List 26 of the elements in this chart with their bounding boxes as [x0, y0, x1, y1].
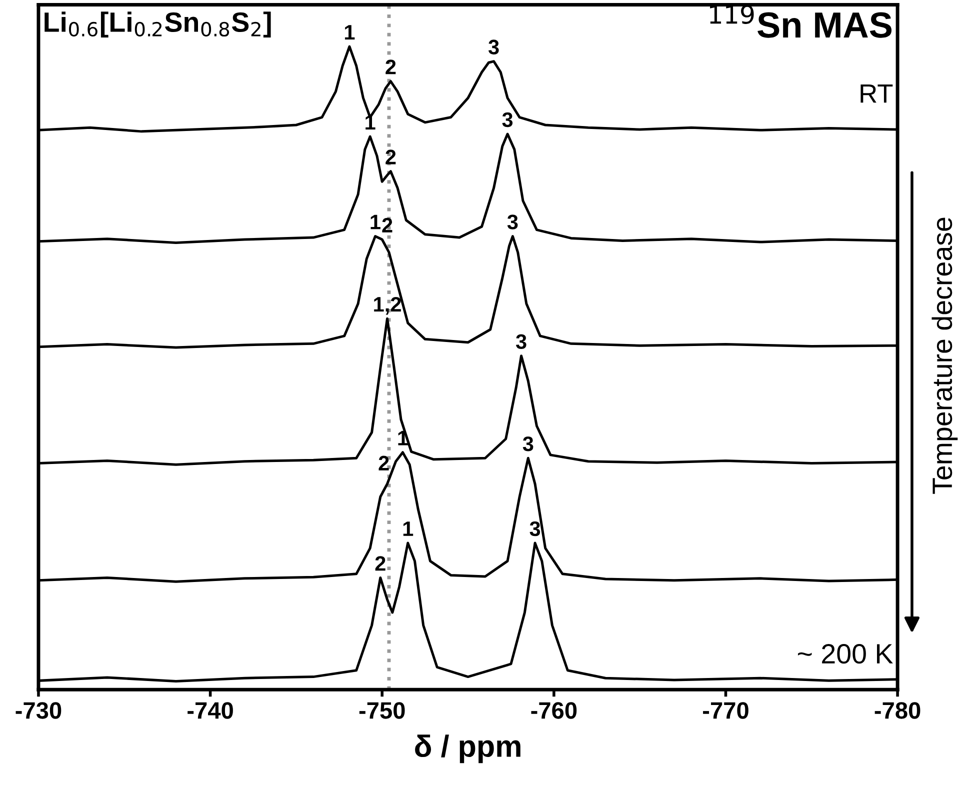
- annotation: 1: [403, 522, 414, 536]
- annotation: ~ 200 K: [798, 644, 893, 664]
- annotation: 2: [375, 556, 386, 571]
- x-tick-label: -780: [874, 702, 920, 719]
- x-tick-label: -730: [16, 702, 62, 719]
- annotation: 3: [516, 334, 526, 350]
- x-tick-label: -740: [188, 702, 233, 719]
- annotation: 2: [382, 218, 392, 232]
- annotation: 1: [344, 25, 355, 40]
- annotation: 2: [386, 60, 396, 74]
- annotation: 1,2: [374, 296, 401, 315]
- annotation: 1: [370, 214, 380, 230]
- x-tick-label: -750: [359, 702, 405, 719]
- x-tick-label: -760: [531, 702, 577, 719]
- annotation: 3: [502, 112, 513, 128]
- annotation: 3: [507, 214, 518, 230]
- text: Li$_{0.6}$[Li$_{0.2}$Sn$_{0.8}$S$_{2}$]: [44, 12, 271, 38]
- x-axis-title: δ / ppm: [415, 734, 520, 764]
- annotation: 3: [522, 436, 534, 452]
- annotation: RT: [860, 84, 893, 103]
- annotation: 3: [488, 40, 499, 54]
- annotation: 3: [530, 521, 540, 536]
- annotation: 2: [378, 456, 389, 470]
- annotation: 2: [386, 150, 396, 164]
- x-tick-label: -770: [703, 702, 748, 719]
- text: Temperature decrease: [932, 218, 958, 494]
